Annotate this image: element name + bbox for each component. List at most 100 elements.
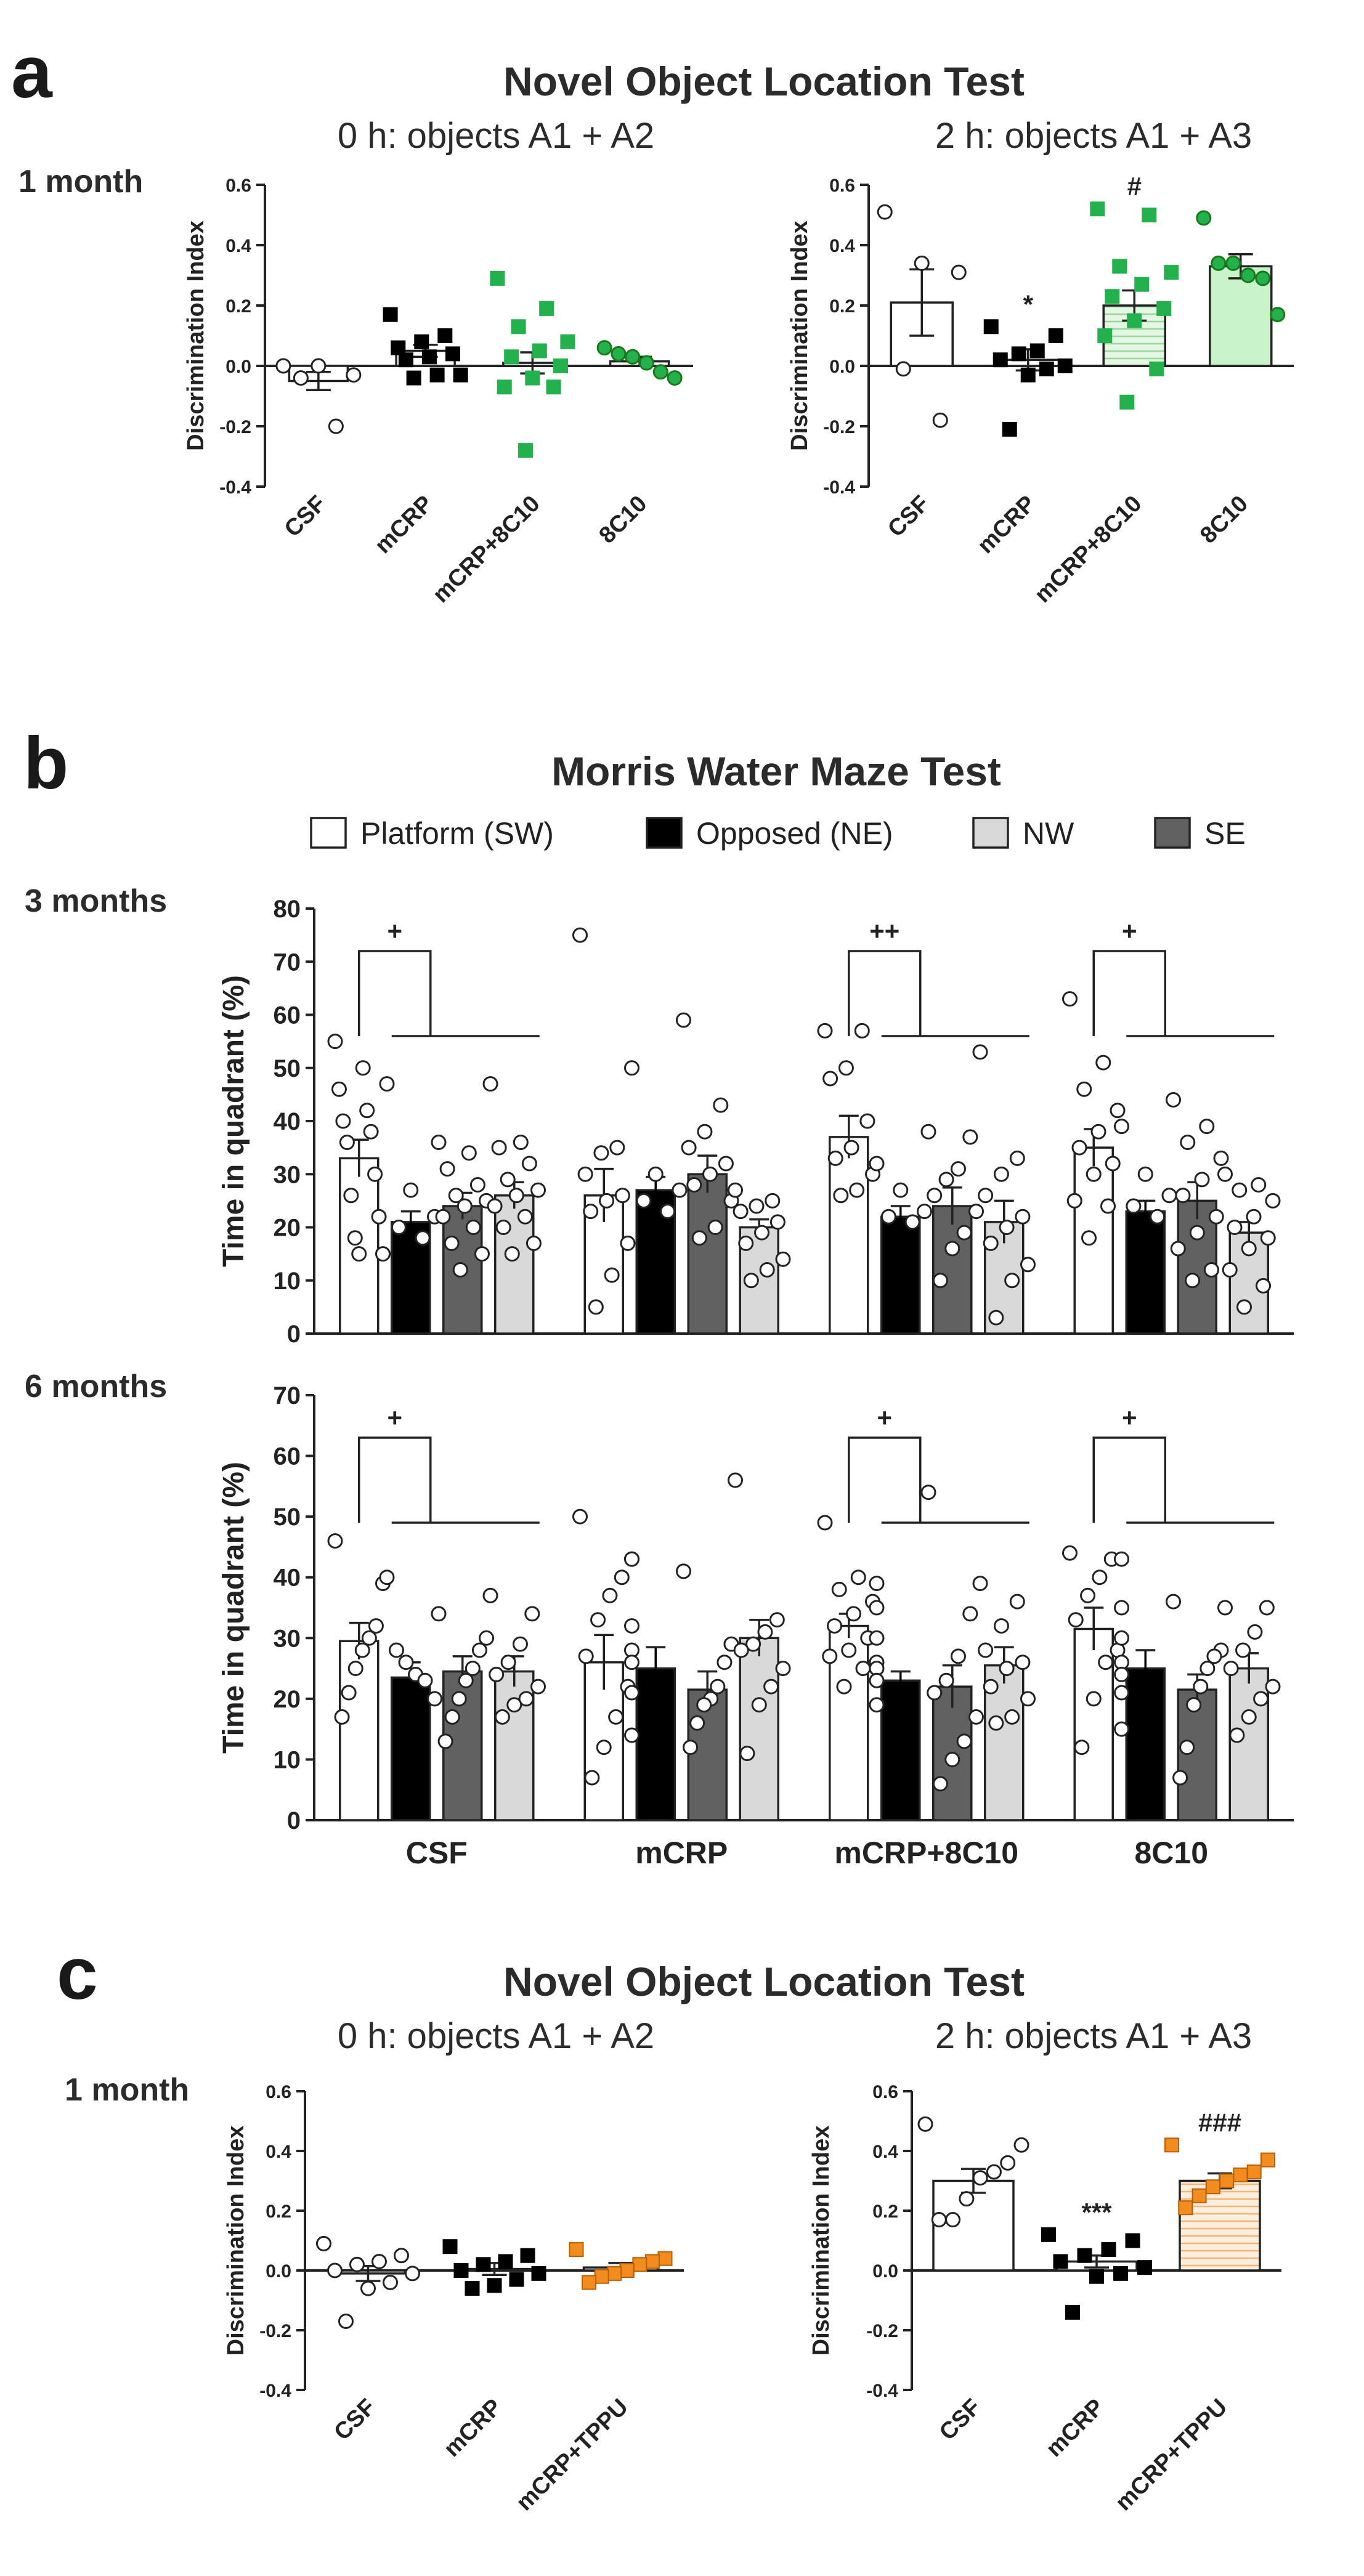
data-point bbox=[1161, 1188, 1177, 1204]
data-point bbox=[1180, 1135, 1196, 1150]
data-point bbox=[489, 1666, 505, 1682]
y-tick-label: 20 bbox=[274, 1686, 301, 1713]
data-point bbox=[525, 370, 540, 386]
data-point bbox=[1227, 1220, 1243, 1235]
data-point bbox=[609, 1140, 625, 1156]
panel-a-title: Novel Object Location Test bbox=[503, 59, 1025, 104]
data-point bbox=[757, 1624, 773, 1640]
data-point bbox=[461, 1145, 477, 1161]
data-point bbox=[572, 927, 588, 943]
data-point bbox=[442, 2239, 458, 2254]
data-point bbox=[988, 1310, 1004, 1326]
data-point bbox=[452, 1262, 468, 1278]
data-point bbox=[1126, 1198, 1142, 1214]
data-point bbox=[932, 412, 948, 428]
data-point bbox=[435, 1209, 451, 1225]
bar bbox=[687, 1173, 728, 1335]
y-tick-label: -0.4 bbox=[866, 2381, 898, 2401]
data-point bbox=[471, 1642, 487, 1658]
data-point bbox=[341, 1685, 357, 1701]
data-point bbox=[927, 1188, 943, 1204]
panel-b-title: Morris Water Maze Test bbox=[551, 748, 1001, 794]
x-tick-label: 8C10 bbox=[595, 491, 652, 549]
data-point bbox=[389, 1642, 404, 1658]
data-point bbox=[1213, 1150, 1229, 1166]
data-point bbox=[1205, 2179, 1220, 2195]
data-point bbox=[1166, 1594, 1181, 1610]
data-point bbox=[1114, 1630, 1129, 1646]
data-point bbox=[1259, 1600, 1275, 1616]
data-point bbox=[962, 1129, 978, 1145]
panel-letter-b: b bbox=[23, 722, 68, 804]
data-point bbox=[843, 1140, 859, 1156]
data-point bbox=[988, 1715, 1004, 1731]
significance-bracket bbox=[848, 950, 922, 1036]
data-point bbox=[1114, 1600, 1129, 1616]
data-point bbox=[738, 1235, 754, 1251]
data-point bbox=[1200, 1661, 1216, 1677]
data-point bbox=[644, 2254, 660, 2269]
data-point bbox=[398, 352, 413, 368]
data-point bbox=[584, 1770, 600, 1786]
data-point bbox=[524, 1606, 540, 1622]
data-point bbox=[453, 367, 468, 383]
data-point bbox=[636, 1193, 652, 1209]
data-point bbox=[347, 1661, 363, 1677]
data-point bbox=[327, 1034, 343, 1050]
y-tick-label: 10 bbox=[274, 1746, 301, 1773]
x-tick-label: mCRP bbox=[439, 2394, 507, 2462]
data-point bbox=[526, 1235, 542, 1251]
data-point bbox=[632, 2257, 647, 2272]
data-point bbox=[713, 1097, 729, 1113]
bar bbox=[739, 1637, 779, 1821]
data-point bbox=[728, 1182, 743, 1198]
data-point bbox=[593, 1145, 609, 1161]
data-point bbox=[624, 1685, 639, 1701]
data-point bbox=[849, 1182, 865, 1198]
data-point bbox=[1076, 1081, 1092, 1097]
data-point bbox=[1156, 301, 1172, 316]
x-tick-label: CSF bbox=[883, 491, 934, 542]
data-point bbox=[1208, 1209, 1224, 1225]
data-point bbox=[1105, 1156, 1121, 1172]
y-tick-label: 0.2 bbox=[266, 2201, 291, 2222]
significance-label: * bbox=[1023, 290, 1034, 318]
y-tick-label: -0.4 bbox=[219, 477, 251, 498]
data-point bbox=[944, 1751, 960, 1767]
y-tick-label: 50 bbox=[274, 1055, 301, 1082]
data-point bbox=[335, 1113, 351, 1129]
y-tick-label: 0.4 bbox=[225, 236, 251, 256]
data-point bbox=[1098, 1655, 1114, 1671]
y-tick-label: 0.2 bbox=[225, 296, 251, 317]
data-point bbox=[569, 2242, 584, 2258]
data-point bbox=[1179, 1740, 1195, 1756]
x-tick-label: mCRP bbox=[1041, 2394, 1109, 2462]
data-point bbox=[1089, 2269, 1104, 2284]
data-point bbox=[1175, 1188, 1191, 1204]
y-tick-label: 0.6 bbox=[225, 176, 251, 196]
data-point bbox=[445, 346, 460, 362]
bar bbox=[391, 1676, 431, 1821]
data-point bbox=[1206, 1648, 1222, 1664]
data-point bbox=[590, 1612, 606, 1628]
data-point bbox=[944, 1241, 960, 1257]
x-tick-label: CSF bbox=[935, 2394, 986, 2445]
data-point bbox=[733, 1642, 749, 1658]
data-point bbox=[1170, 1241, 1186, 1257]
data-point bbox=[1114, 1119, 1129, 1135]
data-point bbox=[850, 1569, 866, 1586]
data-point bbox=[1185, 1273, 1200, 1289]
data-point bbox=[1150, 1209, 1166, 1225]
significance-label: + bbox=[387, 1403, 402, 1432]
data-point bbox=[1222, 1262, 1238, 1278]
data-point bbox=[956, 1225, 972, 1241]
data-point bbox=[1260, 1230, 1276, 1246]
significance-label: ### bbox=[1198, 2108, 1241, 2137]
chart-b_6m: 0 10 20 30 40 50 60 70 Time in quadrant (%) + CSF m… bbox=[217, 1382, 1294, 1870]
data-point bbox=[530, 1182, 546, 1198]
data-point bbox=[972, 1576, 988, 1592]
data-point bbox=[429, 367, 445, 383]
data-point bbox=[465, 1661, 481, 1677]
data-point bbox=[1009, 1150, 1025, 1166]
